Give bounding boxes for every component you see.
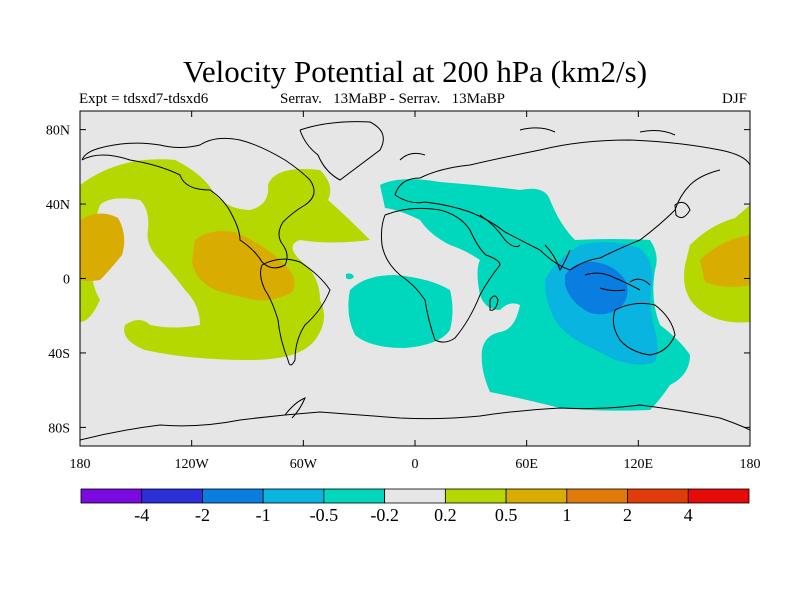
period-label: Serrav. 13MaBP - Serrav. 13MaBP [280, 91, 505, 107]
coast-madagascar [489, 295, 499, 311]
lat-tick-label: 40S [48, 347, 70, 362]
coast-arctic-islands [399, 127, 676, 161]
plot-title: Velocity Potential at 200 hPa (km2/s) [182, 54, 648, 89]
colorbar-swatch [384, 488, 446, 504]
coast-antarctic-peninsula [284, 397, 306, 419]
colorbar-label: 0.5 [495, 505, 518, 525]
lon-tick-label: 60W [290, 457, 318, 472]
positive-field-core-west-pacific [700, 235, 750, 287]
colorbar-label: 0.2 [434, 505, 457, 525]
coast-africa [380, 207, 501, 343]
coast-indonesia [584, 272, 651, 292]
colorbar-swatch [141, 488, 203, 504]
coastlines [80, 121, 750, 441]
colorbar-label: 4 [684, 505, 693, 525]
colorbar-swatch [202, 488, 264, 504]
colorbar-swatch [80, 488, 143, 504]
coast-australia [612, 302, 676, 356]
lon-tick-label: 120E [624, 457, 654, 472]
coast-japan [674, 201, 691, 219]
negative-field-maritime-core [565, 261, 628, 315]
negative-field-small-patch [346, 273, 354, 280]
colorbar-label: 1 [562, 505, 571, 525]
lon-tick-label: 0 [412, 457, 419, 472]
lon-tick-label: 180 [740, 457, 761, 472]
colorbar-label: -2 [195, 505, 210, 525]
colorbar-label: 2 [623, 505, 632, 525]
lon-tick-label: 120W [175, 457, 210, 472]
colorbar-label: -0.5 [310, 505, 339, 525]
shaded-fields [80, 159, 750, 411]
colorbar-swatch [627, 488, 689, 504]
experiment-label: Expt = tdsxd7-tdsxd6 [79, 91, 209, 107]
colorbar-swatch [323, 488, 386, 504]
negative-field-south-atlantic [348, 275, 453, 348]
colorbar-swatch [444, 488, 507, 504]
lat-tick-label: 40N [46, 198, 70, 213]
lon-tick-label: 60E [515, 457, 538, 472]
lat-tick-label: 80N [46, 124, 70, 139]
coast-eurasia [394, 139, 750, 271]
colorbar-swatch [566, 488, 628, 504]
lat-axis: 80N 40N 0 40S 80S [46, 124, 750, 436]
colorbar-label: -1 [256, 505, 271, 525]
colorbar-swatch [262, 488, 325, 504]
positive-field-core-americas [192, 231, 295, 301]
colorbar: -4 -2 -1 -0.5 -0.2 0.2 0.5 1 2 4 [80, 488, 750, 525]
colorbar-label: -4 [134, 505, 149, 525]
colorbar-swatch [505, 488, 568, 504]
coast-antarctica [80, 404, 750, 441]
coast-greenland [299, 121, 384, 181]
positive-field-core-pacific [80, 213, 125, 281]
coast-arabia-india [479, 214, 571, 272]
lon-tick-label: 180 [70, 457, 91, 472]
lat-tick-label: 80S [48, 421, 70, 436]
lat-tick-label: 0 [63, 273, 70, 288]
lon-axis: 180 120W 60W 0 60E 120E 180 [70, 111, 761, 472]
coast-north-america [81, 137, 315, 269]
season-label: DJF [722, 91, 748, 107]
coast-south-america [260, 258, 331, 366]
colorbar-label: -0.2 [370, 505, 399, 525]
colorbar-swatch [687, 488, 750, 504]
